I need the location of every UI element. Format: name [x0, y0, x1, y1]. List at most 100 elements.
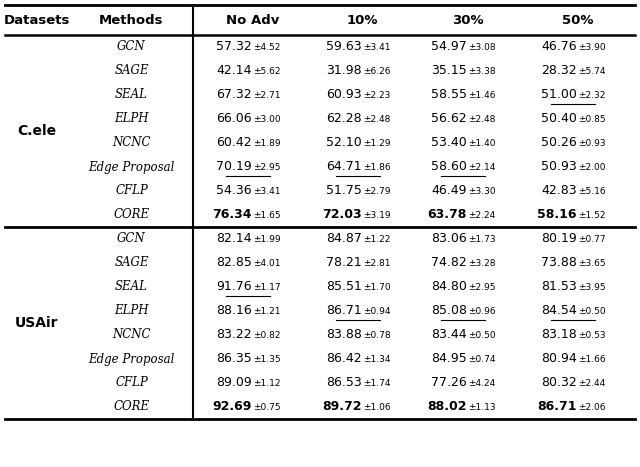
Text: ±0.85: ±0.85: [578, 114, 605, 123]
Text: ±3.95: ±3.95: [578, 283, 605, 291]
Text: ±5.62: ±5.62: [253, 66, 280, 76]
Text: ±1.99: ±1.99: [253, 234, 280, 243]
Text: ±2.00: ±2.00: [578, 163, 605, 171]
Text: 58.60: 58.60: [431, 161, 467, 174]
Text: ±0.82: ±0.82: [253, 331, 280, 340]
Text: ±4.52: ±4.52: [253, 42, 280, 51]
Text: 30%: 30%: [452, 14, 483, 27]
Text: 82.85: 82.85: [216, 256, 252, 269]
Text: CFLP: CFLP: [115, 184, 148, 198]
Text: 85.51: 85.51: [326, 281, 362, 293]
Text: 84.87: 84.87: [326, 233, 362, 246]
Text: ±2.95: ±2.95: [253, 163, 280, 171]
Text: 92.69: 92.69: [212, 401, 252, 413]
Text: ±1.12: ±1.12: [253, 378, 280, 388]
Text: 66.06: 66.06: [216, 113, 252, 126]
Text: ±3.00: ±3.00: [253, 114, 280, 123]
Text: 80.32: 80.32: [541, 376, 577, 389]
Text: ±0.96: ±0.96: [468, 306, 495, 316]
Text: ±0.50: ±0.50: [468, 331, 495, 340]
Text: ±1.73: ±1.73: [468, 234, 495, 243]
Text: ±0.75: ±0.75: [253, 403, 280, 411]
Text: USAir: USAir: [15, 316, 58, 330]
Text: 50.93: 50.93: [541, 161, 577, 174]
Text: 58.55: 58.55: [431, 89, 467, 101]
Text: ±3.38: ±3.38: [468, 66, 495, 76]
Text: Datasets: Datasets: [3, 14, 70, 27]
Text: 60.42: 60.42: [216, 136, 252, 149]
Text: ±3.41: ±3.41: [253, 186, 280, 196]
Text: 88.02: 88.02: [428, 401, 467, 413]
Text: 81.53: 81.53: [541, 281, 577, 293]
Text: ±1.46: ±1.46: [468, 91, 495, 99]
Text: 50.26: 50.26: [541, 136, 577, 149]
Text: 10%: 10%: [347, 14, 378, 27]
Text: ±3.30: ±3.30: [468, 186, 495, 196]
Text: 88.16: 88.16: [216, 304, 252, 318]
Text: 56.62: 56.62: [431, 113, 467, 126]
Text: NCNC: NCNC: [112, 136, 151, 149]
Text: 35.15: 35.15: [431, 64, 467, 78]
Text: 72.03: 72.03: [323, 208, 362, 221]
Text: ±1.13: ±1.13: [468, 403, 495, 411]
Text: 83.06: 83.06: [431, 233, 467, 246]
Text: ±1.52: ±1.52: [578, 211, 605, 219]
Text: 63.78: 63.78: [428, 208, 467, 221]
Text: ±1.74: ±1.74: [363, 378, 390, 388]
Text: ±3.28: ±3.28: [468, 259, 495, 268]
Text: 74.82: 74.82: [431, 256, 467, 269]
Text: ±2.95: ±2.95: [468, 283, 495, 291]
Text: SAGE: SAGE: [115, 256, 148, 269]
Text: 91.76: 91.76: [216, 281, 252, 293]
Text: 28.32: 28.32: [541, 64, 577, 78]
Text: 84.54: 84.54: [541, 304, 577, 318]
Text: ±6.26: ±6.26: [363, 66, 390, 76]
Text: ±1.06: ±1.06: [363, 403, 390, 411]
Text: ±3.65: ±3.65: [578, 259, 605, 268]
Text: 51.00: 51.00: [541, 89, 577, 101]
Text: 46.76: 46.76: [541, 41, 577, 54]
Text: 86.71: 86.71: [326, 304, 362, 318]
Text: ±1.21: ±1.21: [253, 306, 280, 316]
Text: ±3.90: ±3.90: [578, 42, 605, 51]
Text: SAGE: SAGE: [115, 64, 148, 78]
Text: ±3.19: ±3.19: [363, 211, 390, 219]
Text: 84.95: 84.95: [431, 353, 467, 366]
Text: 83.22: 83.22: [216, 328, 252, 341]
Text: ±2.79: ±2.79: [363, 186, 390, 196]
Text: CORE: CORE: [113, 401, 150, 413]
Text: ±0.74: ±0.74: [468, 354, 495, 363]
Text: ±2.48: ±2.48: [363, 114, 390, 123]
Text: Edge Proposal: Edge Proposal: [88, 353, 175, 366]
Text: No Adv: No Adv: [226, 14, 279, 27]
Text: ±1.89: ±1.89: [253, 139, 280, 148]
Text: 46.49: 46.49: [431, 184, 467, 198]
Text: ±2.44: ±2.44: [578, 378, 605, 388]
Text: NCNC: NCNC: [112, 328, 151, 341]
Text: ±0.94: ±0.94: [363, 306, 390, 316]
Text: 54.97: 54.97: [431, 41, 467, 54]
Text: ±0.53: ±0.53: [578, 331, 605, 340]
Text: ±5.74: ±5.74: [578, 66, 605, 76]
Text: ±1.17: ±1.17: [253, 283, 280, 291]
Text: 77.26: 77.26: [431, 376, 467, 389]
Text: 50.40: 50.40: [541, 113, 577, 126]
Text: 86.42: 86.42: [326, 353, 362, 366]
Text: 67.32: 67.32: [216, 89, 252, 101]
Text: ±0.50: ±0.50: [578, 306, 605, 316]
Text: 51.75: 51.75: [326, 184, 362, 198]
Text: 76.34: 76.34: [212, 208, 252, 221]
Text: 85.08: 85.08: [431, 304, 467, 318]
Text: ±3.08: ±3.08: [468, 42, 495, 51]
Text: 83.44: 83.44: [431, 328, 467, 341]
Text: 70.19: 70.19: [216, 161, 252, 174]
Text: 83.18: 83.18: [541, 328, 577, 341]
Text: 50%: 50%: [562, 14, 593, 27]
Text: 54.36: 54.36: [216, 184, 252, 198]
Text: 86.53: 86.53: [326, 376, 362, 389]
Text: ±2.48: ±2.48: [468, 114, 495, 123]
Text: 78.21: 78.21: [326, 256, 362, 269]
Text: ±0.78: ±0.78: [363, 331, 390, 340]
Text: 89.09: 89.09: [216, 376, 252, 389]
Text: ±2.24: ±2.24: [468, 211, 495, 219]
